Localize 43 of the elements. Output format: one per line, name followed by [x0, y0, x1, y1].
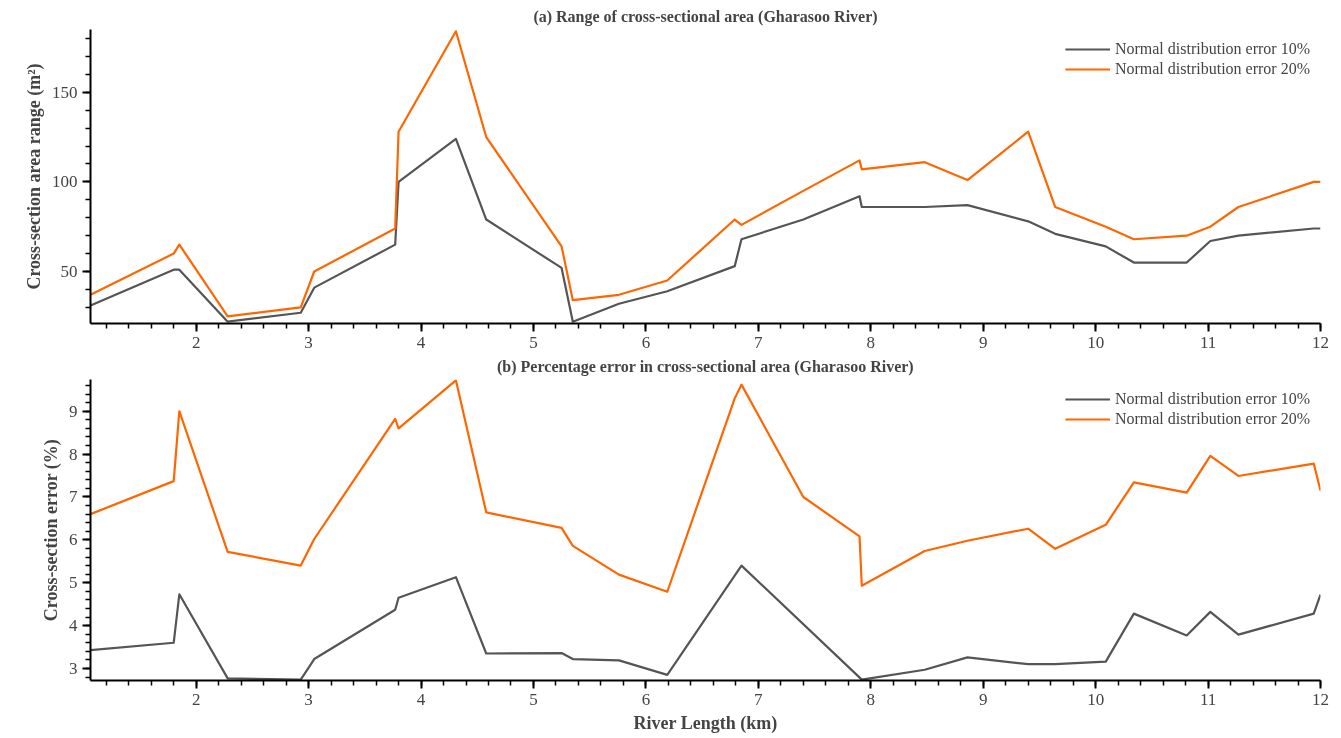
chart-title: (b) Percentage error in cross-sectional area (Gharasoo River)	[497, 357, 914, 376]
x-tick-label: 5	[529, 332, 538, 352]
legend-label: Normal distribution error 20%	[1114, 410, 1310, 428]
y-tick-label: 50	[60, 262, 78, 282]
x-tick-label: 9	[978, 689, 988, 709]
x-tick-label: 11	[1199, 689, 1217, 709]
y-tick-label: 4	[69, 616, 78, 636]
y-tick-label: 8	[69, 444, 78, 464]
x-tick-label: 7	[754, 332, 764, 352]
y-axis-title: Cross-section error (%)	[41, 439, 62, 622]
x-tick-label: 11	[1199, 332, 1217, 352]
x-tick-label: 2	[191, 332, 201, 352]
y-tick-label: 9	[69, 401, 78, 421]
x-tick-label: 2	[191, 689, 201, 709]
legend-label: Normal distribution error 20%	[1114, 60, 1310, 78]
line-series	[90, 379, 1321, 593]
x-tick-label: 12	[1312, 332, 1329, 352]
x-tick-label: 3	[304, 689, 313, 709]
y-tick-label: 100	[52, 172, 78, 192]
line-series	[90, 30, 1321, 318]
x-tick-label: 12	[1312, 689, 1329, 709]
y-tick-label: 7	[69, 487, 78, 507]
x-tick-label: 6	[641, 332, 651, 352]
legend-label: Normal distribution error 10%	[1114, 390, 1310, 408]
x-tick-label: 9	[978, 332, 988, 352]
x-tick-label: 4	[416, 332, 426, 352]
x-tick-label: 3	[304, 332, 313, 352]
x-tick-label: 8	[866, 332, 876, 352]
x-tick-label: 7	[754, 689, 764, 709]
y-tick-label: 5	[69, 573, 78, 593]
y-tick-label: 3	[69, 658, 78, 678]
y-tick-label: 150	[52, 82, 78, 102]
x-tick-label: 6	[641, 689, 651, 709]
y-axis-title: Cross-section area range (m²)	[24, 63, 45, 290]
x-tick-label: 10	[1087, 332, 1105, 352]
y-tick-label: 6	[69, 530, 78, 550]
x-tick-label: 8	[866, 689, 876, 709]
chart-title: (a) Range of cross-sectional area (Gharasoo River)	[533, 7, 878, 26]
x-tick-label: 10	[1087, 689, 1105, 709]
x-axis-title: River Length (km)	[633, 712, 778, 734]
x-tick-label: 4	[416, 689, 426, 709]
legend-label: Normal distribution error 10%	[1114, 40, 1310, 58]
x-tick-label: 5	[529, 689, 538, 709]
